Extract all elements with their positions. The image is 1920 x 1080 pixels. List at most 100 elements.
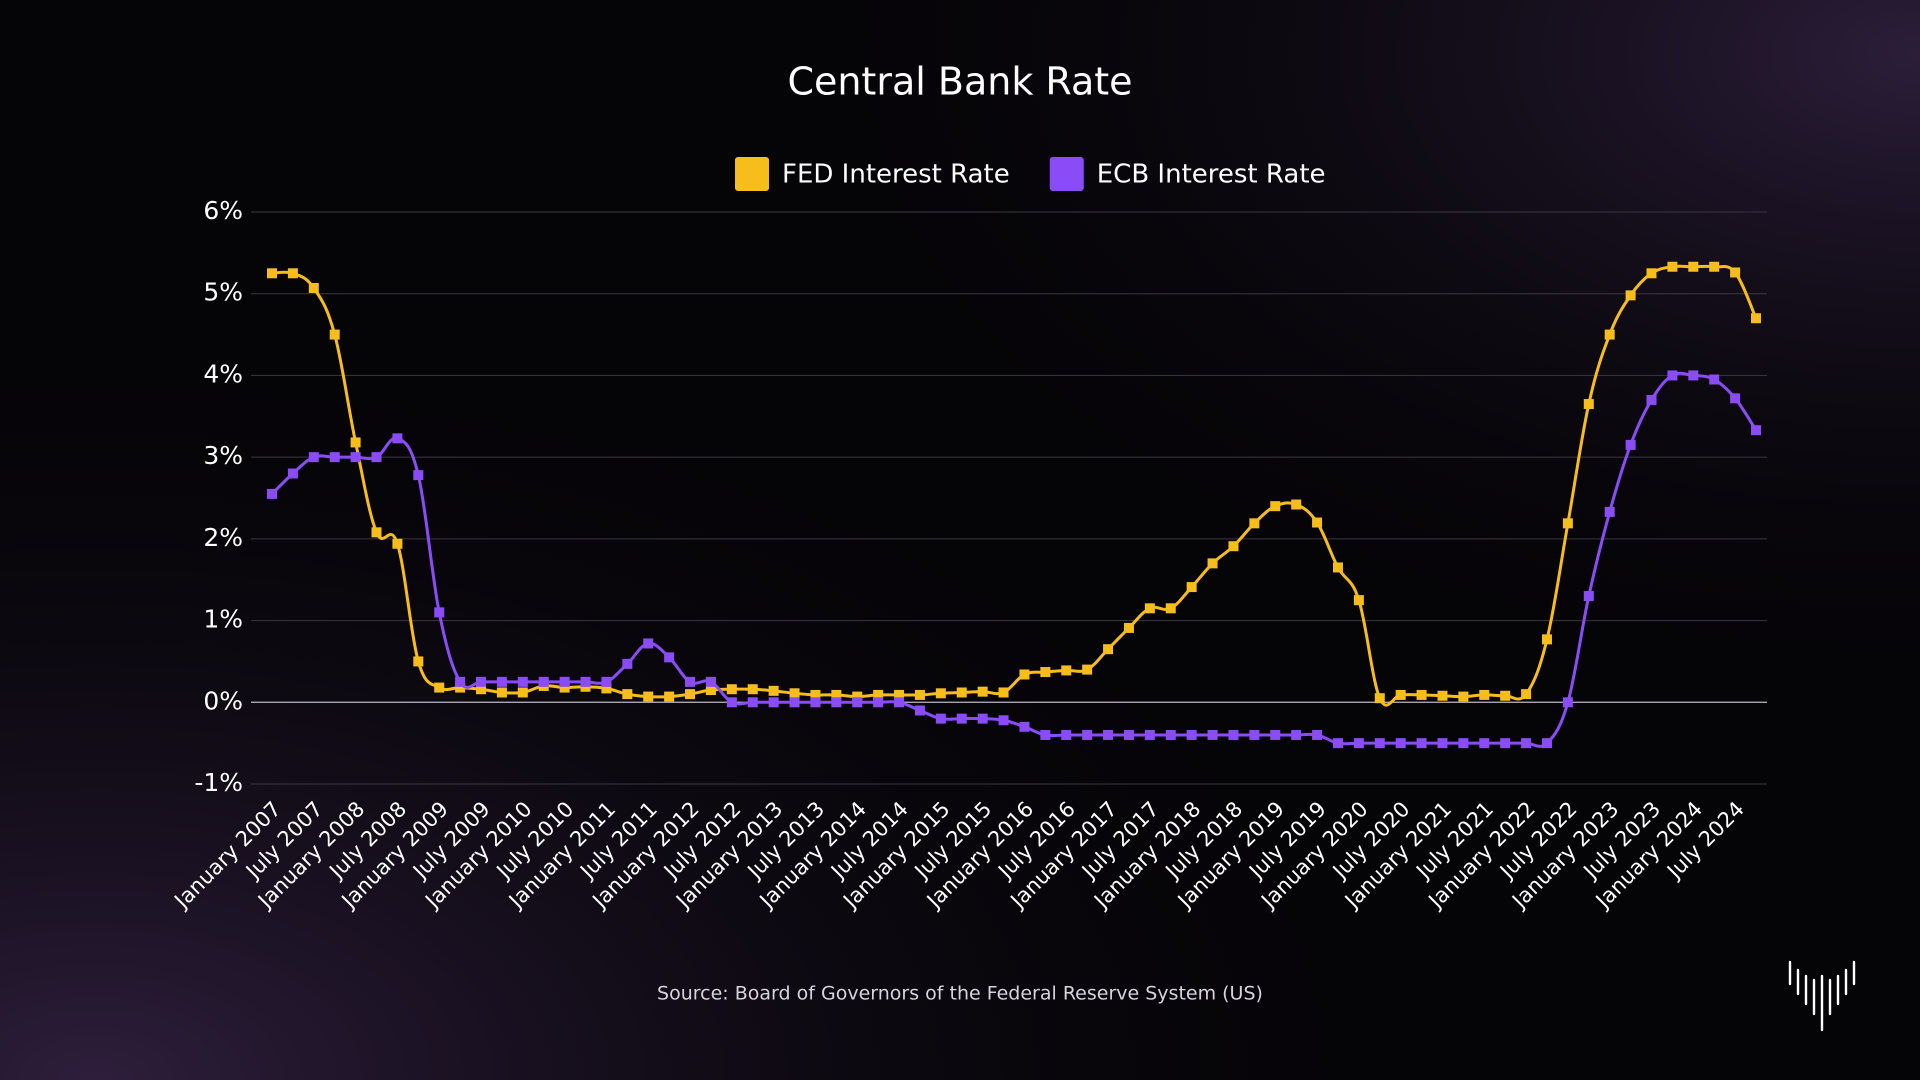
data-point	[1291, 729, 1302, 740]
data-point	[705, 676, 716, 687]
data-point	[476, 676, 487, 687]
data-point	[1458, 738, 1469, 749]
y-tick-label: 6%	[203, 196, 243, 225]
data-point	[1479, 738, 1490, 749]
data-point	[664, 652, 675, 663]
data-point	[1416, 689, 1427, 700]
data-point	[726, 697, 737, 708]
data-point	[768, 685, 779, 696]
data-point	[789, 688, 800, 699]
data-point	[1437, 690, 1448, 701]
data-point	[413, 470, 424, 481]
data-point	[1249, 518, 1260, 529]
data-point	[810, 689, 821, 700]
source-note: Source: Board of Governors of the Federa…	[657, 983, 1263, 1005]
data-point	[559, 676, 570, 687]
series-line	[270, 371, 1758, 748]
data-point	[1186, 729, 1197, 740]
data-point	[1541, 634, 1552, 645]
data-point	[622, 689, 633, 700]
data-point	[935, 688, 946, 699]
data-point	[517, 687, 528, 698]
data-point	[476, 684, 487, 695]
data-point	[1019, 669, 1030, 680]
data-point	[538, 676, 549, 687]
data-point	[267, 488, 277, 499]
data-point	[350, 452, 361, 463]
data-point	[1291, 499, 1302, 510]
data-point	[434, 682, 445, 693]
data-point	[873, 697, 884, 708]
data-point	[1332, 738, 1343, 749]
data-point	[1312, 517, 1323, 528]
data-point	[1123, 729, 1134, 740]
data-point	[1040, 729, 1051, 740]
data-point	[1500, 690, 1511, 701]
data-point	[455, 676, 466, 687]
data-point	[643, 638, 654, 649]
data-point	[1395, 738, 1406, 749]
chart-title: Central Bank Rate	[787, 60, 1132, 104]
data-point	[1228, 541, 1239, 552]
data-point	[1374, 693, 1385, 704]
data-point	[517, 676, 528, 687]
data-point	[1061, 729, 1072, 740]
data-point	[267, 268, 277, 279]
data-point	[956, 713, 967, 724]
data-point	[1228, 729, 1239, 740]
data-point	[1604, 329, 1615, 340]
data-point	[1374, 738, 1385, 749]
data-point	[1521, 738, 1532, 749]
data-point	[1667, 261, 1678, 272]
data-point	[434, 607, 445, 618]
data-point	[601, 676, 612, 687]
data-point	[1103, 729, 1114, 740]
y-tick-label: 5%	[203, 278, 243, 307]
data-point	[622, 658, 633, 669]
data-point	[894, 689, 905, 700]
data-point	[1040, 667, 1051, 678]
data-point	[1207, 558, 1218, 569]
data-point	[1165, 603, 1176, 614]
data-point	[831, 689, 842, 700]
y-tick-label: 0%	[203, 686, 243, 715]
data-point	[1395, 689, 1406, 700]
data-point	[831, 697, 842, 708]
legend-label: ECB Interest Rate	[1097, 160, 1326, 190]
y-tick-label: -1%	[194, 768, 243, 797]
data-point	[1458, 691, 1469, 702]
y-tick-label: 1%	[203, 605, 243, 634]
y-tick-label: 2%	[203, 523, 243, 552]
data-point	[1730, 393, 1741, 404]
data-point	[1123, 622, 1134, 633]
data-point	[601, 683, 612, 694]
y-tick-label: 4%	[203, 359, 243, 388]
data-point	[496, 687, 507, 698]
data-point	[1562, 697, 1573, 708]
data-point	[852, 691, 863, 702]
data-point	[1583, 591, 1594, 602]
data-point	[914, 689, 925, 700]
data-point	[1270, 729, 1281, 740]
data-point	[998, 715, 1009, 726]
data-point	[1082, 664, 1093, 675]
data-point	[1312, 729, 1323, 740]
data-point	[1625, 290, 1636, 301]
data-point	[392, 433, 403, 444]
data-point	[1625, 439, 1636, 450]
data-point	[1144, 729, 1155, 740]
data-point	[935, 713, 946, 724]
data-point	[308, 282, 319, 293]
data-point	[1709, 374, 1720, 385]
data-point	[998, 687, 1009, 698]
data-point	[392, 538, 403, 549]
data-point	[455, 682, 466, 693]
data-point	[350, 437, 361, 448]
data-point	[1604, 506, 1615, 517]
data-point	[1353, 738, 1364, 749]
data-point	[1751, 313, 1761, 324]
data-point	[1562, 518, 1573, 529]
data-point	[1583, 399, 1594, 410]
logo	[1788, 960, 1856, 1032]
